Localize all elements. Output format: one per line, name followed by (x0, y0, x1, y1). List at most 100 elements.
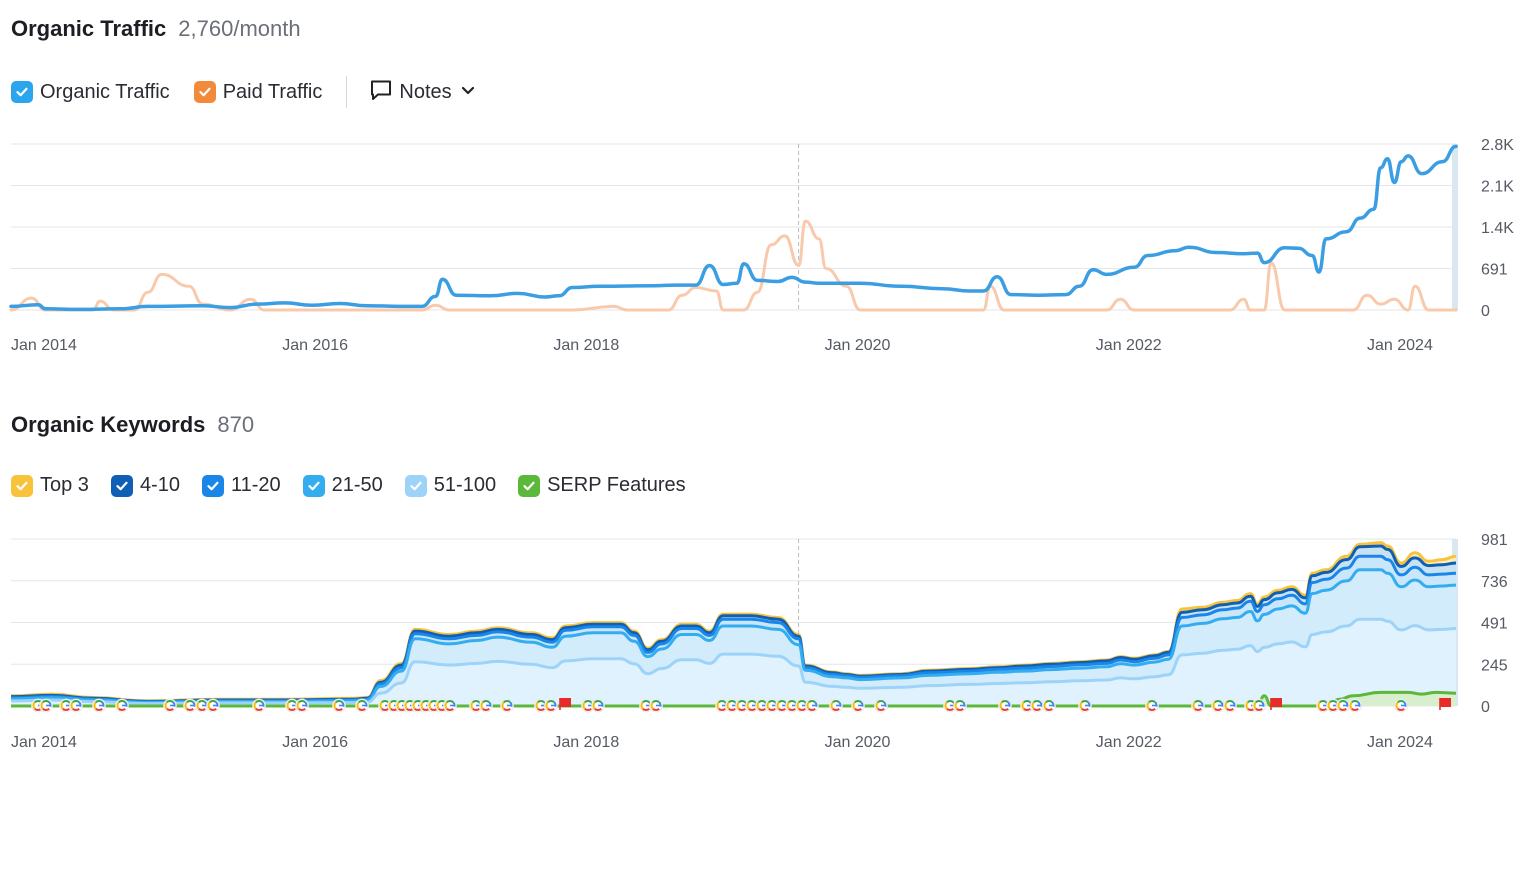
google-update-icon[interactable] (649, 698, 663, 713)
x-tick-label: Jan 2014 (11, 734, 77, 751)
google-update-icon[interactable] (479, 698, 493, 713)
flag-icon[interactable] (559, 698, 571, 710)
google-update-icon[interactable] (69, 698, 83, 713)
legend-top-3[interactable]: Top 3 (11, 474, 89, 497)
google-update-icon[interactable] (1020, 698, 1034, 713)
series-line-21-50 (10, 568, 1457, 705)
google-update-icon[interactable] (252, 698, 266, 713)
google-update-icon[interactable] (953, 698, 967, 713)
google-update-icon[interactable] (443, 698, 457, 713)
google-update-icon[interactable] (1348, 698, 1362, 713)
google-update-icon[interactable] (332, 698, 346, 713)
google-update-icon[interactable] (295, 698, 309, 713)
legend-4-10[interactable]: 4-10 (110, 474, 180, 497)
legend-11-20[interactable]: 11-20 (201, 474, 281, 497)
google-update-icon[interactable] (115, 698, 129, 713)
y-tick-label: 0 (1481, 699, 1490, 716)
google-update-icon[interactable] (1223, 698, 1237, 713)
checkbox-checked-icon[interactable] (11, 474, 33, 497)
google-update-icon[interactable] (469, 698, 483, 713)
google-update-icon[interactable] (1145, 698, 1159, 713)
y-tick-label: 981 (1481, 532, 1508, 549)
google-update-icon[interactable] (39, 698, 53, 713)
google-update-icon[interactable] (998, 698, 1012, 713)
google-update-icon[interactable] (1042, 698, 1056, 713)
y-tick-label: 2.1K (1481, 179, 1514, 196)
google-update-icon[interactable] (500, 698, 514, 713)
google-update-icon[interactable] (591, 698, 605, 713)
y-tick-label: 691 (1481, 262, 1508, 279)
x-tick-label: Jan 2022 (1096, 734, 1162, 751)
x-tick-label: Jan 2022 (1096, 337, 1162, 354)
google-update-icon[interactable] (785, 698, 799, 713)
checkbox-checked-icon[interactable] (193, 81, 216, 103)
notes-dropdown[interactable]: Notes (369, 78, 475, 107)
series-line-51-100 (10, 617, 1457, 706)
series-line-organic-traffic (9, 144, 1458, 312)
y-tick-label: 491 (1481, 616, 1508, 633)
google-update-icon[interactable] (92, 698, 106, 713)
legend-label: Top 3 (40, 474, 89, 496)
checkbox-checked-icon[interactable] (302, 474, 325, 497)
chevron-down-icon (460, 82, 476, 103)
traffic-legend: Organic Traffic Paid Traffic Notes (11, 76, 476, 108)
google-update-icon[interactable] (1191, 698, 1205, 713)
keywords-title: Organic Keywords (11, 412, 206, 437)
legend-21-50[interactable]: 21-50 (302, 474, 383, 497)
legend-divider (346, 76, 348, 108)
checkbox-checked-icon[interactable] (518, 474, 541, 497)
google-update-icon[interactable] (206, 698, 220, 713)
comment-icon (369, 78, 393, 107)
series-line-11-20 (10, 554, 1457, 704)
legend-label: Paid Traffic (222, 80, 323, 103)
legend-serp-features[interactable]: SERP Features (518, 474, 686, 497)
google-update-icon[interactable] (1211, 698, 1225, 713)
google-update-icon[interactable] (874, 698, 888, 713)
checkbox-checked-icon[interactable] (201, 474, 224, 497)
legend-organic-traffic[interactable]: Organic Traffic (11, 81, 170, 104)
google-update-icon[interactable] (805, 698, 819, 713)
series-line-paid-traffic (9, 219, 1458, 312)
checkbox-checked-icon[interactable] (110, 474, 133, 497)
y-tick-label: 245 (1481, 657, 1508, 674)
google-update-icon[interactable] (829, 698, 843, 713)
y-tick-label: 736 (1481, 574, 1508, 591)
traffic-title: Organic Traffic (11, 16, 167, 41)
google-update-icon[interactable] (735, 698, 749, 713)
legend-label: 4-10 (139, 474, 180, 496)
google-update-icon[interactable] (851, 698, 865, 713)
organic-traffic-section: Organic Traffic 2,760/month Organic Traf… (0, 0, 1536, 380)
google-update-icon[interactable] (1030, 698, 1044, 713)
legend-label: 21-50 (331, 474, 383, 496)
checkbox-checked-icon[interactable] (404, 474, 427, 497)
flag-icon[interactable] (1439, 698, 1451, 710)
x-tick-label: Jan 2016 (282, 734, 348, 751)
google-update-icon[interactable] (1252, 698, 1266, 713)
google-update-icon[interactable] (544, 698, 558, 713)
google-update-icon[interactable] (1336, 698, 1350, 713)
organic-traffic-chart[interactable]: 0 691 1.4K 2.1K 2.8K Jan 2014 Jan 2016 Jan 2018… (0, 130, 1536, 370)
google-update-icon[interactable] (1394, 698, 1408, 713)
google-update-icon[interactable] (163, 698, 177, 713)
x-tick-label: Jan 2020 (825, 337, 891, 354)
checkbox-checked-icon[interactable] (11, 81, 33, 103)
traffic-value: 2,760/month (178, 16, 301, 41)
legend-51-100[interactable]: 51-100 (404, 474, 497, 497)
google-update-icon[interactable] (183, 698, 197, 713)
legend-paid-traffic[interactable]: Paid Traffic (193, 80, 323, 104)
keywords-value: 870 (217, 412, 255, 437)
google-update-icon[interactable] (1078, 698, 1092, 713)
legend-label: 51-100 (433, 474, 497, 496)
series-area-51-100 (11, 619, 1456, 706)
google-update-icon[interactable] (1316, 698, 1330, 713)
x-tick-label: Jan 2016 (282, 337, 348, 354)
y-tick-label: 2.8K (1481, 137, 1514, 154)
organic-keywords-chart[interactable]: 0 245 491 736 981 Jan 2014 Jan 2016 Jan 2018 Jan… (0, 525, 1536, 875)
legend-label: Organic Traffic (40, 80, 170, 103)
series-area-21-50 (11, 569, 1456, 706)
flag-icon[interactable] (1270, 698, 1282, 710)
google-update-icon[interactable] (765, 698, 779, 713)
google-update-icon[interactable] (355, 698, 369, 713)
y-tick-label: 1.4K (1481, 220, 1514, 237)
google-update-icon[interactable] (59, 698, 73, 713)
